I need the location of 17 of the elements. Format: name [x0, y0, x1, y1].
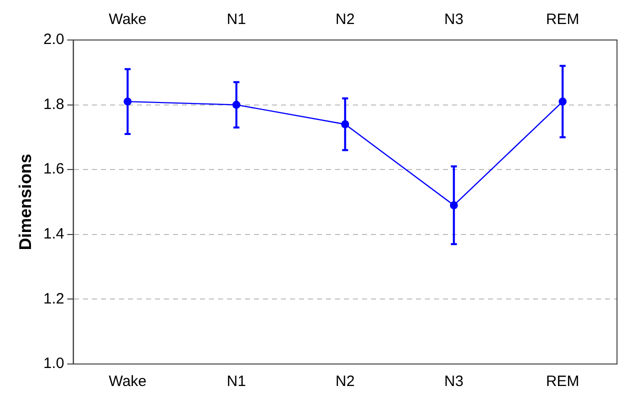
y-tick-label: 1.0	[43, 355, 64, 372]
y-tick-label: 1.2	[43, 290, 64, 308]
category-label: N2	[336, 11, 355, 28]
y-tick-label: 2.0	[43, 31, 64, 48]
y-tick-label: 1.4	[43, 226, 64, 243]
category-label: N3	[444, 11, 464, 28]
x-tick-label: Wake	[108, 373, 147, 390]
x-tick-label: N3	[444, 373, 464, 390]
category-label: REM	[546, 11, 580, 28]
category-label: Wake	[108, 11, 147, 28]
y-tick-label: 1.6	[43, 160, 64, 178]
y-tick-label: 1.8	[43, 96, 64, 113]
x-tick-label: N1	[226, 373, 246, 390]
x-tick-label: N2	[336, 373, 355, 390]
category-label: N1	[226, 11, 246, 28]
y-axis-title: Dimensions	[16, 154, 35, 250]
x-tick-label: REM	[546, 373, 580, 390]
